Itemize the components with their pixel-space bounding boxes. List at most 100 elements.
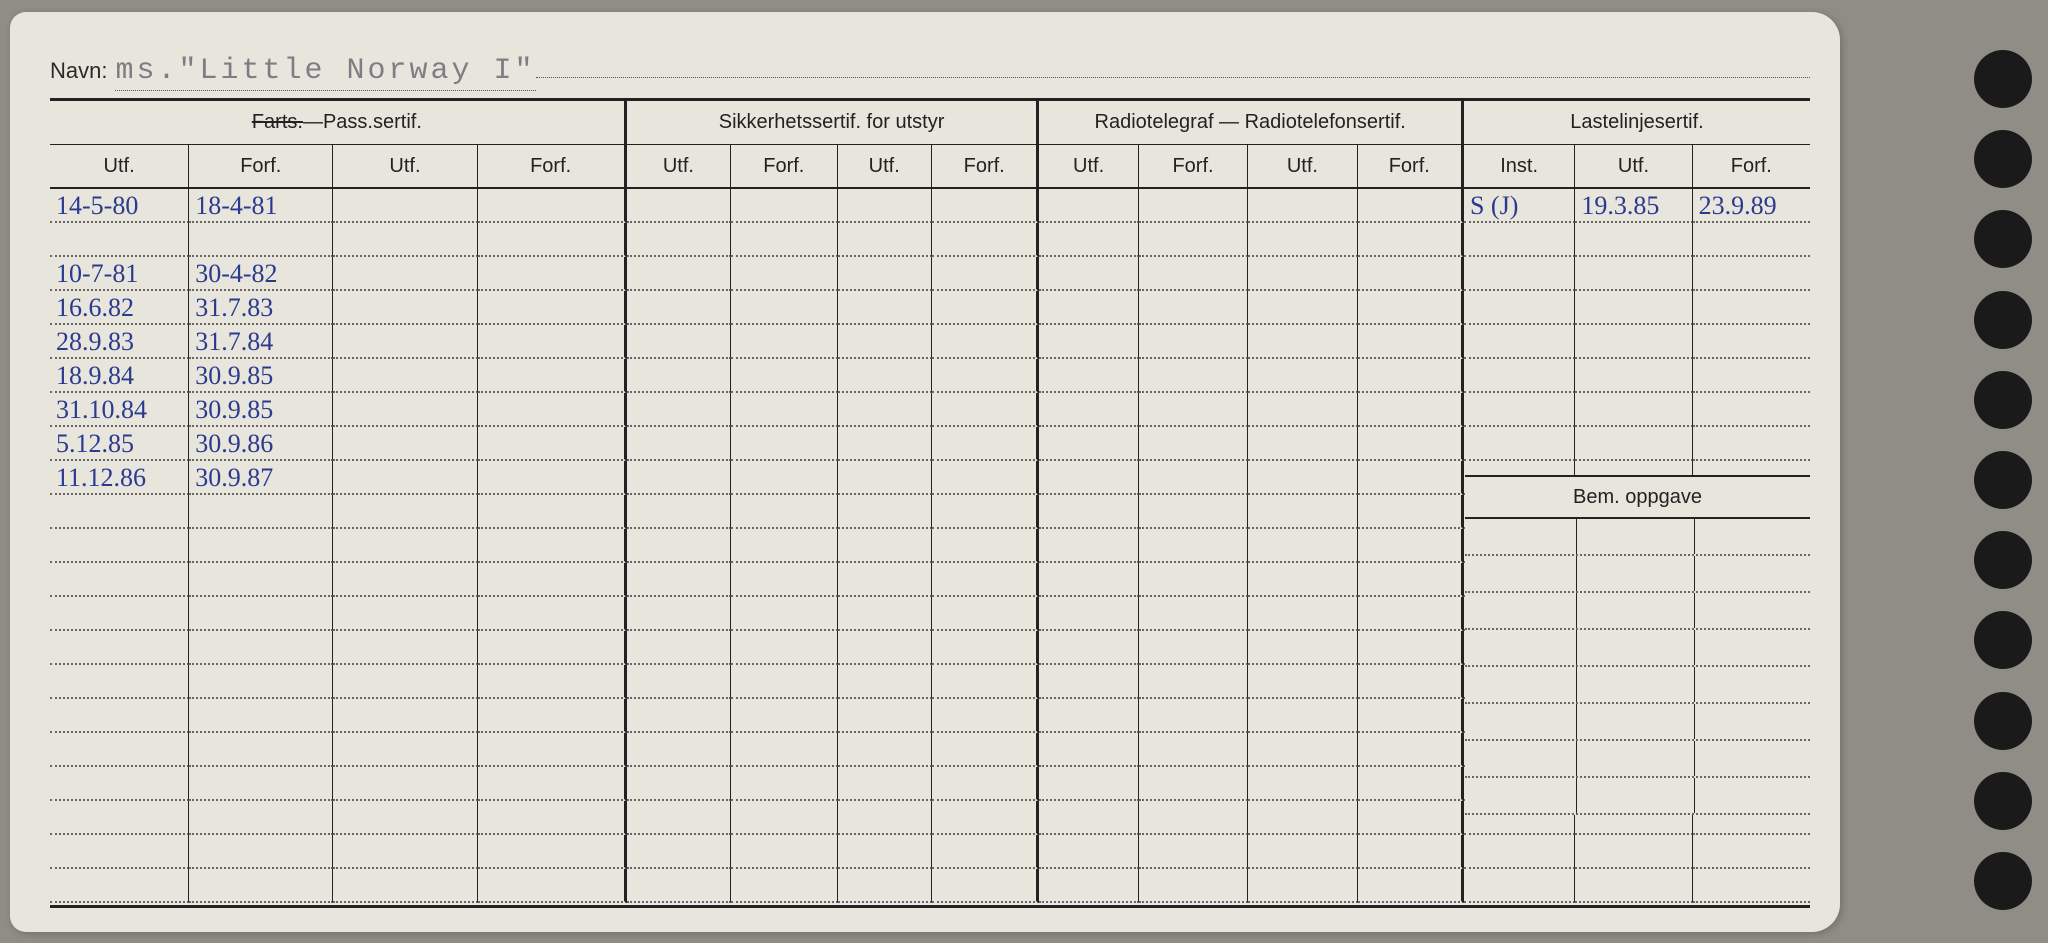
bem-header: Bem. oppgave (1465, 475, 1810, 519)
record-card: Navn: ms."Little Norway I" Farts. — Pass… (10, 12, 1840, 932)
table-cell (1039, 563, 1138, 597)
table-cell (1248, 631, 1357, 665)
table-cell (50, 495, 189, 529)
sub-sik-utf1: Utf. (627, 145, 731, 187)
table-cell (1248, 291, 1357, 325)
table-cell (731, 869, 837, 903)
table-cell (1039, 427, 1138, 461)
table-cell (932, 699, 1039, 733)
table-cell (1139, 223, 1248, 257)
table-cell (189, 835, 333, 869)
pass-utf-value: 18.9.84 (50, 361, 134, 390)
table-cell (1358, 393, 1464, 427)
sub-rad-utf2: Utf. (1248, 145, 1357, 187)
table-cell (478, 223, 627, 257)
table-cell (838, 665, 932, 699)
table-cell (932, 427, 1039, 461)
pass-forf-value: 30.9.85 (189, 361, 273, 390)
table-cell (1248, 529, 1357, 563)
binder-hole (1974, 611, 2032, 669)
table-cell (478, 665, 627, 699)
table-cell (838, 359, 932, 393)
bem-oppgave-section: Bem. oppgave (1465, 475, 1810, 815)
table-cell (333, 223, 477, 257)
table-cell (627, 767, 731, 801)
section-headers: Farts. — Pass.sertif. Sikkerhetssertif. … (50, 101, 1810, 145)
table-row: 28.9.8331.7.84 (50, 325, 1810, 359)
table-cell (932, 359, 1039, 393)
table-cell (1248, 835, 1357, 869)
table-cell (627, 597, 731, 631)
table-row: 14-5-8018-4-81S (J)19.3.8523.9.89 (50, 189, 1810, 223)
table-cell (1693, 835, 1810, 869)
table-cell (1248, 733, 1357, 767)
table-cell (189, 563, 333, 597)
table-cell (1248, 427, 1357, 461)
table-cell (1464, 291, 1575, 325)
table-cell (478, 359, 627, 393)
table-cell (932, 325, 1039, 359)
table-cell (1464, 869, 1575, 903)
table-cell: S (J) (1464, 189, 1575, 223)
table-cell (838, 767, 932, 801)
table-cell (1358, 223, 1464, 257)
table-cell: 30.9.86 (189, 427, 333, 461)
sub-pass-forf1: Forf. (189, 145, 333, 187)
table-cell (478, 427, 627, 461)
table-cell (731, 801, 837, 835)
table-cell (1575, 393, 1692, 427)
table-cell (1248, 189, 1357, 223)
table-cell (627, 495, 731, 529)
table-cell (50, 801, 189, 835)
table-cell (478, 597, 627, 631)
table-row (50, 835, 1810, 869)
table-cell (1039, 801, 1138, 835)
table-cell (1039, 631, 1138, 665)
table-cell (189, 529, 333, 563)
table-cell (333, 359, 477, 393)
table-cell (1575, 257, 1692, 291)
table-cell (1575, 359, 1692, 393)
table-cell (1248, 495, 1357, 529)
sub-pass-forf2: Forf. (478, 145, 627, 187)
table-cell (1358, 699, 1464, 733)
table-cell (1039, 325, 1138, 359)
table-cell: 30.9.85 (189, 393, 333, 427)
table-cell: 18.9.84 (50, 359, 189, 393)
table-cell (50, 665, 189, 699)
table-cell (838, 291, 932, 325)
table-cell (838, 835, 932, 869)
pass-forf-value: 30.9.86 (189, 429, 273, 458)
table-cell (189, 631, 333, 665)
table-cell (932, 393, 1039, 427)
pass-utf-value: 28.9.83 (50, 327, 134, 356)
pass-utf-value: 16.6.82 (50, 293, 134, 322)
table-cell (1693, 359, 1810, 393)
table-cell (627, 665, 731, 699)
header-lastelinje: Lastelinjesertif. (1464, 101, 1810, 144)
table-cell (1464, 325, 1575, 359)
table-cell (478, 495, 627, 529)
table-cell (333, 393, 477, 427)
sub-rad-forf1: Forf. (1139, 145, 1248, 187)
table-cell (1358, 801, 1464, 835)
table-cell (838, 495, 932, 529)
table-cell (1248, 699, 1357, 733)
table-cell (1139, 359, 1248, 393)
binder-hole (1974, 291, 2032, 349)
table-cell (1358, 495, 1464, 529)
table-cell (627, 393, 731, 427)
table-cell (1358, 767, 1464, 801)
table-cell (838, 461, 932, 495)
table-cell (50, 631, 189, 665)
table-cell (838, 393, 932, 427)
table-cell (1039, 699, 1138, 733)
table-cell (932, 767, 1039, 801)
sub-las-inst: Inst. (1464, 145, 1575, 187)
table-cell (1464, 835, 1575, 869)
table-cell (1575, 869, 1692, 903)
table-cell (1248, 461, 1357, 495)
table-cell (932, 869, 1039, 903)
table-cell (333, 631, 477, 665)
table-cell (932, 801, 1039, 835)
